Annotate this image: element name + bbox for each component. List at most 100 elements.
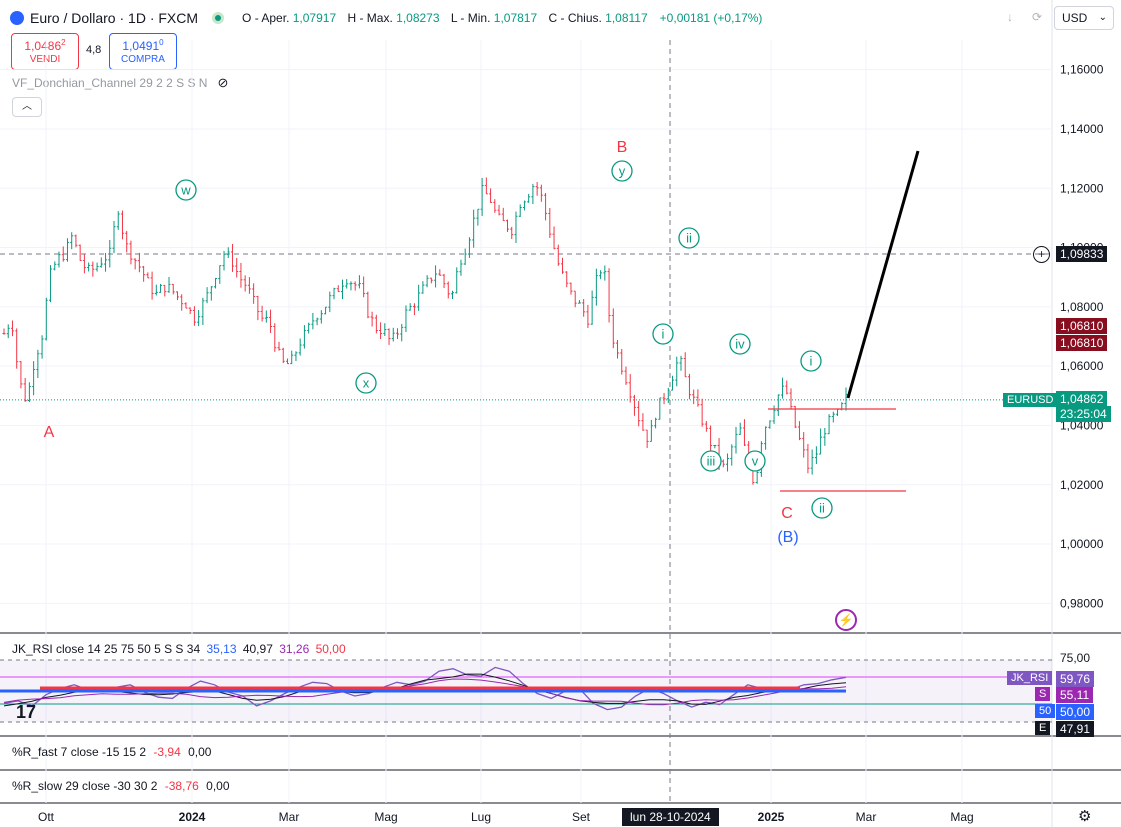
- rsi-tag-value-1: 55,11: [1056, 687, 1094, 703]
- tv-logo[interactable]: 17: [16, 702, 37, 722]
- spread-value: 4,8: [86, 44, 102, 56]
- r-fast-legend[interactable]: %R_fast 7 close -15 15 2 -3,94 0,00: [12, 745, 211, 759]
- rsi-tag-name-1: S: [1035, 687, 1051, 701]
- wave-label-circle: [700, 450, 722, 472]
- buy-price-sup: 0: [159, 38, 164, 47]
- ohlc-key-0: O - Aper.: [242, 11, 293, 25]
- projection-line: [846, 150, 920, 399]
- wave-label-circle: [729, 333, 751, 355]
- wave-label-circle: [175, 179, 197, 201]
- globe-icon: [10, 11, 24, 25]
- wave-label-circle: [652, 323, 674, 345]
- high-price-tag-2: 1,06810: [1056, 335, 1108, 351]
- time-tick-label: 2024: [179, 810, 206, 824]
- r-fast-v2: 0,00: [188, 745, 212, 759]
- symbol-title[interactable]: Euro / Dollaro · 1D · FXCM: [30, 10, 199, 26]
- lightning-icon[interactable]: ⚡: [835, 609, 857, 631]
- crosshair-date-tag: lun 28-10-2024: [622, 808, 719, 826]
- time-tick-label: Mag: [374, 810, 397, 824]
- ohlc-key-3: C - Chius.: [548, 11, 606, 25]
- wave-label: iii: [707, 454, 716, 469]
- r-slow-label: %R_slow 29 close -30 30 2: [12, 779, 158, 793]
- price-tick-label: 0,98000: [1060, 596, 1104, 610]
- rsi-signal-line: [3, 673, 847, 707]
- price-tick-label: 1,00000: [1060, 537, 1104, 551]
- rsi-ema-line: [3, 678, 847, 706]
- rsi-tag-value-0: 59,76: [1056, 671, 1095, 687]
- rsi-tag-name-0: JK_RSI: [1007, 671, 1053, 685]
- time-tick-label: Set: [572, 810, 591, 824]
- ohlc-values: O - Aper. 1,07917 H - Max. 1,08273 L - M…: [242, 11, 656, 25]
- rsi-tag-name-2: 50: [1035, 704, 1056, 718]
- wave-label-circle: [744, 450, 766, 472]
- rsi-label: JK_RSI close 14 25 75 50 5 S S 34: [12, 642, 201, 656]
- r-slow-legend[interactable]: %R_slow 29 close -30 30 2 -38,76 0,00: [12, 779, 230, 793]
- currency-select[interactable]: USD ⌄: [1054, 6, 1114, 30]
- price-tick-label: 1,08000: [1060, 300, 1104, 314]
- rsi-tag-value-3: 47,91: [1056, 721, 1095, 737]
- wave-label: y: [619, 164, 626, 179]
- r-slow-v1: -38,76: [164, 779, 199, 793]
- buy-price: 1,0491: [122, 39, 160, 53]
- time-tick-label: Mar: [279, 810, 300, 824]
- eye-off-icon[interactable]: ⊘: [217, 75, 229, 90]
- time-tick-label: Ott: [38, 810, 55, 824]
- wave-label-circle: [611, 160, 633, 182]
- wave-label: iv: [735, 337, 745, 352]
- sell-label: VENDI: [29, 54, 61, 65]
- price-tick-label: 1,14000: [1060, 122, 1104, 136]
- rsi-value-3: 50,00: [312, 642, 346, 656]
- wave-label: B: [617, 139, 628, 156]
- add-alert-icon[interactable]: +: [1033, 246, 1050, 263]
- indicator-legend[interactable]: VF_Donchian_Channel 29 2 2 S S N ⊘: [12, 75, 228, 91]
- wave-label-circle: [800, 350, 822, 372]
- ohlc-key-2: L - Min.: [450, 11, 494, 25]
- wave-label: ii: [686, 231, 692, 246]
- wave-label: (B): [777, 529, 798, 546]
- wave-label-circle: [811, 497, 833, 519]
- series-name-tag: EURUSD: [1003, 393, 1058, 407]
- settings-icon[interactable]: ⚙: [1078, 808, 1092, 825]
- refresh-icon[interactable]: ⟳: [1026, 7, 1048, 27]
- rsi-value-2: 31,26: [275, 642, 310, 656]
- price-tick-label: 1,12000: [1060, 181, 1104, 195]
- wave-label: x: [363, 376, 370, 391]
- time-tick-label: Mag: [950, 810, 973, 824]
- sell-price-sup: 2: [61, 38, 66, 47]
- price-tick-label: 1,16000: [1060, 63, 1104, 77]
- collapse-legend-button[interactable]: ︿: [12, 97, 42, 117]
- r-slow-v2: 0,00: [206, 779, 230, 793]
- wave-label: A: [44, 424, 55, 441]
- rsi-tag-value-2: 50,00: [1056, 704, 1095, 720]
- rsi-values: 35,13 40,97 31,26 50,00: [203, 642, 345, 656]
- time-tick-label: Lug: [471, 810, 491, 824]
- ohlc-value-0: 1,07917: [292, 11, 340, 25]
- ohlc-value-2: 1,07817: [493, 11, 541, 25]
- arrow-down-icon[interactable]: ↓: [998, 7, 1022, 27]
- wave-label-circle: [355, 372, 377, 394]
- time-tick-label: 2025: [758, 810, 785, 824]
- wave-label: w: [180, 183, 191, 198]
- wave-label: C: [781, 505, 793, 522]
- rsi-tag-name-3: E: [1035, 721, 1051, 735]
- r-fast-label: %R_fast 7 close -15 15 2: [12, 745, 147, 759]
- time-tick-label: Mar: [856, 810, 877, 824]
- crosshair-price-tag: 1,09833: [1056, 246, 1108, 262]
- indicator-name: VF_Donchian_Channel 29 2 2 S S N: [12, 76, 208, 90]
- wave-label: v: [752, 454, 759, 469]
- countdown-tag: 23:25:04: [1056, 406, 1111, 422]
- rsi-value-1: 40,97: [239, 642, 273, 656]
- high-price-tag-1: 1,06810: [1056, 318, 1108, 334]
- rsi-axis-label: 75,00: [1060, 651, 1090, 665]
- wave-label: i: [810, 354, 813, 369]
- r-fast-v1: -3,94: [153, 745, 181, 759]
- price-tick-label: 1,02000: [1060, 478, 1104, 492]
- price-tick-label: 1,06000: [1060, 359, 1104, 373]
- current-price-tag: 1,04862: [1056, 391, 1108, 407]
- currency-label: USD: [1062, 11, 1088, 25]
- rsi-value-0: 35,13: [206, 642, 237, 656]
- rsi-legend[interactable]: JK_RSI close 14 25 75 50 5 S S 34 35,13 …: [12, 642, 346, 656]
- ohlc-value-3: 1,08117: [605, 11, 648, 25]
- ohlc-value-1: 1,08273: [396, 11, 443, 25]
